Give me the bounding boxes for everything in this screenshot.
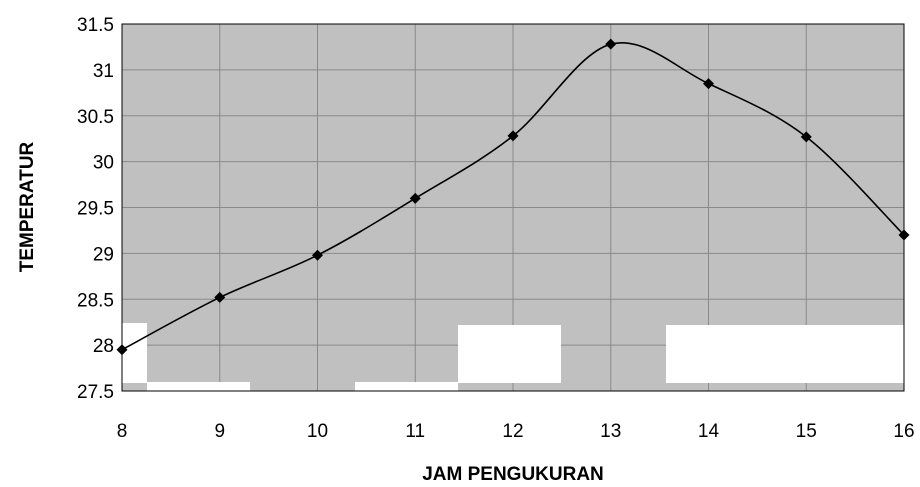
x-tick-label: 14 xyxy=(698,421,720,442)
x-tick-label: 16 xyxy=(893,421,914,442)
data-point-marker xyxy=(312,249,323,261)
y-tick-label: 30.5 xyxy=(77,107,114,128)
y-tick-label: 31 xyxy=(93,61,114,82)
x-tick-label: 11 xyxy=(405,421,425,442)
data-point-marker xyxy=(214,291,226,303)
y-axis-title: TEMPERATUR xyxy=(17,141,38,272)
data-point-marker xyxy=(800,131,812,143)
x-tick-label: 12 xyxy=(502,421,523,442)
y-tick-label: 27.5 xyxy=(77,382,114,403)
data-point-marker xyxy=(703,78,714,90)
x-tick-label: 9 xyxy=(214,421,225,442)
y-tick-label: 29 xyxy=(93,244,114,265)
data-point-marker xyxy=(409,192,421,204)
plot-border xyxy=(121,23,905,392)
x-axis-title: JAM PENGUKURAN xyxy=(422,464,604,485)
y-tick-labels: 27.5 28 28.5 29 29.5 30 30.5 31 31.5 xyxy=(77,15,114,403)
y-tick-label: 31.5 xyxy=(77,15,114,36)
data-point-marker xyxy=(605,38,617,50)
data-point-marker xyxy=(898,229,910,241)
x-tick-label: 15 xyxy=(796,421,817,442)
x-tick-label: 10 xyxy=(307,421,328,442)
data-point-marker xyxy=(507,130,519,142)
y-tick-label: 28 xyxy=(93,336,114,357)
white-patches xyxy=(122,323,904,391)
x-tick-label: 13 xyxy=(600,421,621,442)
y-tick-label: 28.5 xyxy=(77,290,114,311)
data-markers xyxy=(116,38,910,356)
y-tick-label: 29.5 xyxy=(77,199,114,220)
data-point-marker xyxy=(116,344,128,356)
x-tick-label: 8 xyxy=(117,421,128,442)
y-tick-label: 30 xyxy=(93,153,114,174)
x-tick-labels: 8 9 10 11 12 13 14 15 16 xyxy=(117,421,915,442)
